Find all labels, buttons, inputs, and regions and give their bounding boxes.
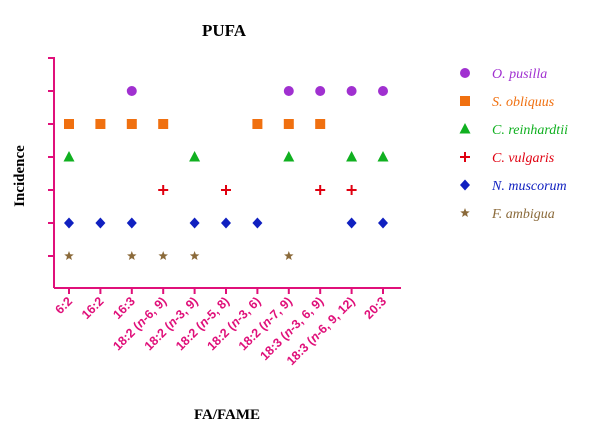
point-n-muscorum [221, 217, 231, 229]
point-f-ambigua [64, 251, 74, 261]
point-c-reinhardtii [63, 151, 75, 162]
y-axis-title: Incidence [12, 145, 28, 207]
point-c-reinhardtii [377, 151, 389, 162]
point-f-ambigua [127, 251, 137, 261]
legend-label: N. muscorum [491, 179, 567, 194]
x-axis-title: FA/FAME [194, 407, 260, 422]
point-c-vulgaris [315, 185, 326, 195]
x-tick-label: 16:2 [79, 294, 107, 322]
legend-marker [460, 152, 470, 162]
data-points [63, 86, 389, 261]
x-tick-label: 6:2 [52, 294, 75, 317]
x-tick-label: 20:3 [362, 294, 390, 322]
point-c-vulgaris [346, 185, 357, 195]
legend-marker [460, 179, 470, 191]
point-o-pusilla [346, 86, 357, 96]
point-c-vulgaris [221, 185, 231, 195]
legend-entry-n-muscorum: N. muscorum [460, 179, 567, 194]
legend-label: O. pusilla [492, 67, 547, 82]
legend-label: C. vulgaris [492, 151, 555, 166]
legend-label: C. reinhardtii [492, 123, 568, 138]
legend-marker [460, 68, 470, 78]
point-s-obliquus [95, 119, 106, 129]
point-s-obliquus [64, 119, 74, 129]
point-s-obliquus [315, 119, 326, 129]
point-n-muscorum [346, 217, 357, 229]
point-f-ambigua [158, 251, 168, 261]
point-o-pusilla [126, 86, 137, 96]
legend-marker [460, 208, 470, 218]
point-n-muscorum [126, 217, 137, 229]
legend-label: S. obliquus [492, 95, 555, 110]
point-s-obliquus [126, 119, 137, 129]
point-c-reinhardtii [346, 151, 358, 162]
point-f-ambigua [189, 251, 200, 261]
point-s-obliquus [158, 119, 169, 129]
point-n-muscorum [64, 217, 74, 229]
legend-entry-c-reinhardtii: C. reinhardtii [459, 123, 568, 138]
point-s-obliquus [283, 119, 294, 129]
legend-entry-s-obliquus: S. obliquus [460, 95, 555, 110]
point-o-pusilla [378, 86, 388, 96]
point-n-muscorum [378, 217, 388, 229]
chart-title: PUFA [202, 21, 247, 40]
point-s-obliquus [252, 119, 263, 129]
x-tick-labels: 6:2 16:2 16:318:2 (n-6, 9)18:2 (n-3, 9)18:… [52, 294, 389, 368]
legend-entry-c-vulgaris: C. vulgaris [460, 151, 555, 166]
legend-marker [460, 96, 470, 106]
axes [48, 57, 401, 294]
legend-marker [459, 123, 471, 134]
x-tick-label: 16:3 [110, 294, 138, 322]
point-n-muscorum [95, 217, 106, 229]
point-c-vulgaris [158, 185, 169, 195]
legend: O. pusilla S. obliquus C. reinhardtii C. vu… [459, 67, 568, 222]
point-n-muscorum [189, 217, 200, 229]
point-o-pusilla [315, 86, 326, 96]
point-n-muscorum [252, 217, 263, 229]
point-o-pusilla [283, 86, 294, 96]
legend-label: F. ambigua [491, 207, 555, 222]
legend-entry-f-ambigua: F. ambigua [460, 207, 555, 222]
point-f-ambigua [284, 251, 294, 261]
point-c-reinhardtii [189, 151, 201, 162]
point-c-reinhardtii [283, 151, 295, 162]
legend-entry-o-pusilla: O. pusilla [460, 67, 547, 82]
